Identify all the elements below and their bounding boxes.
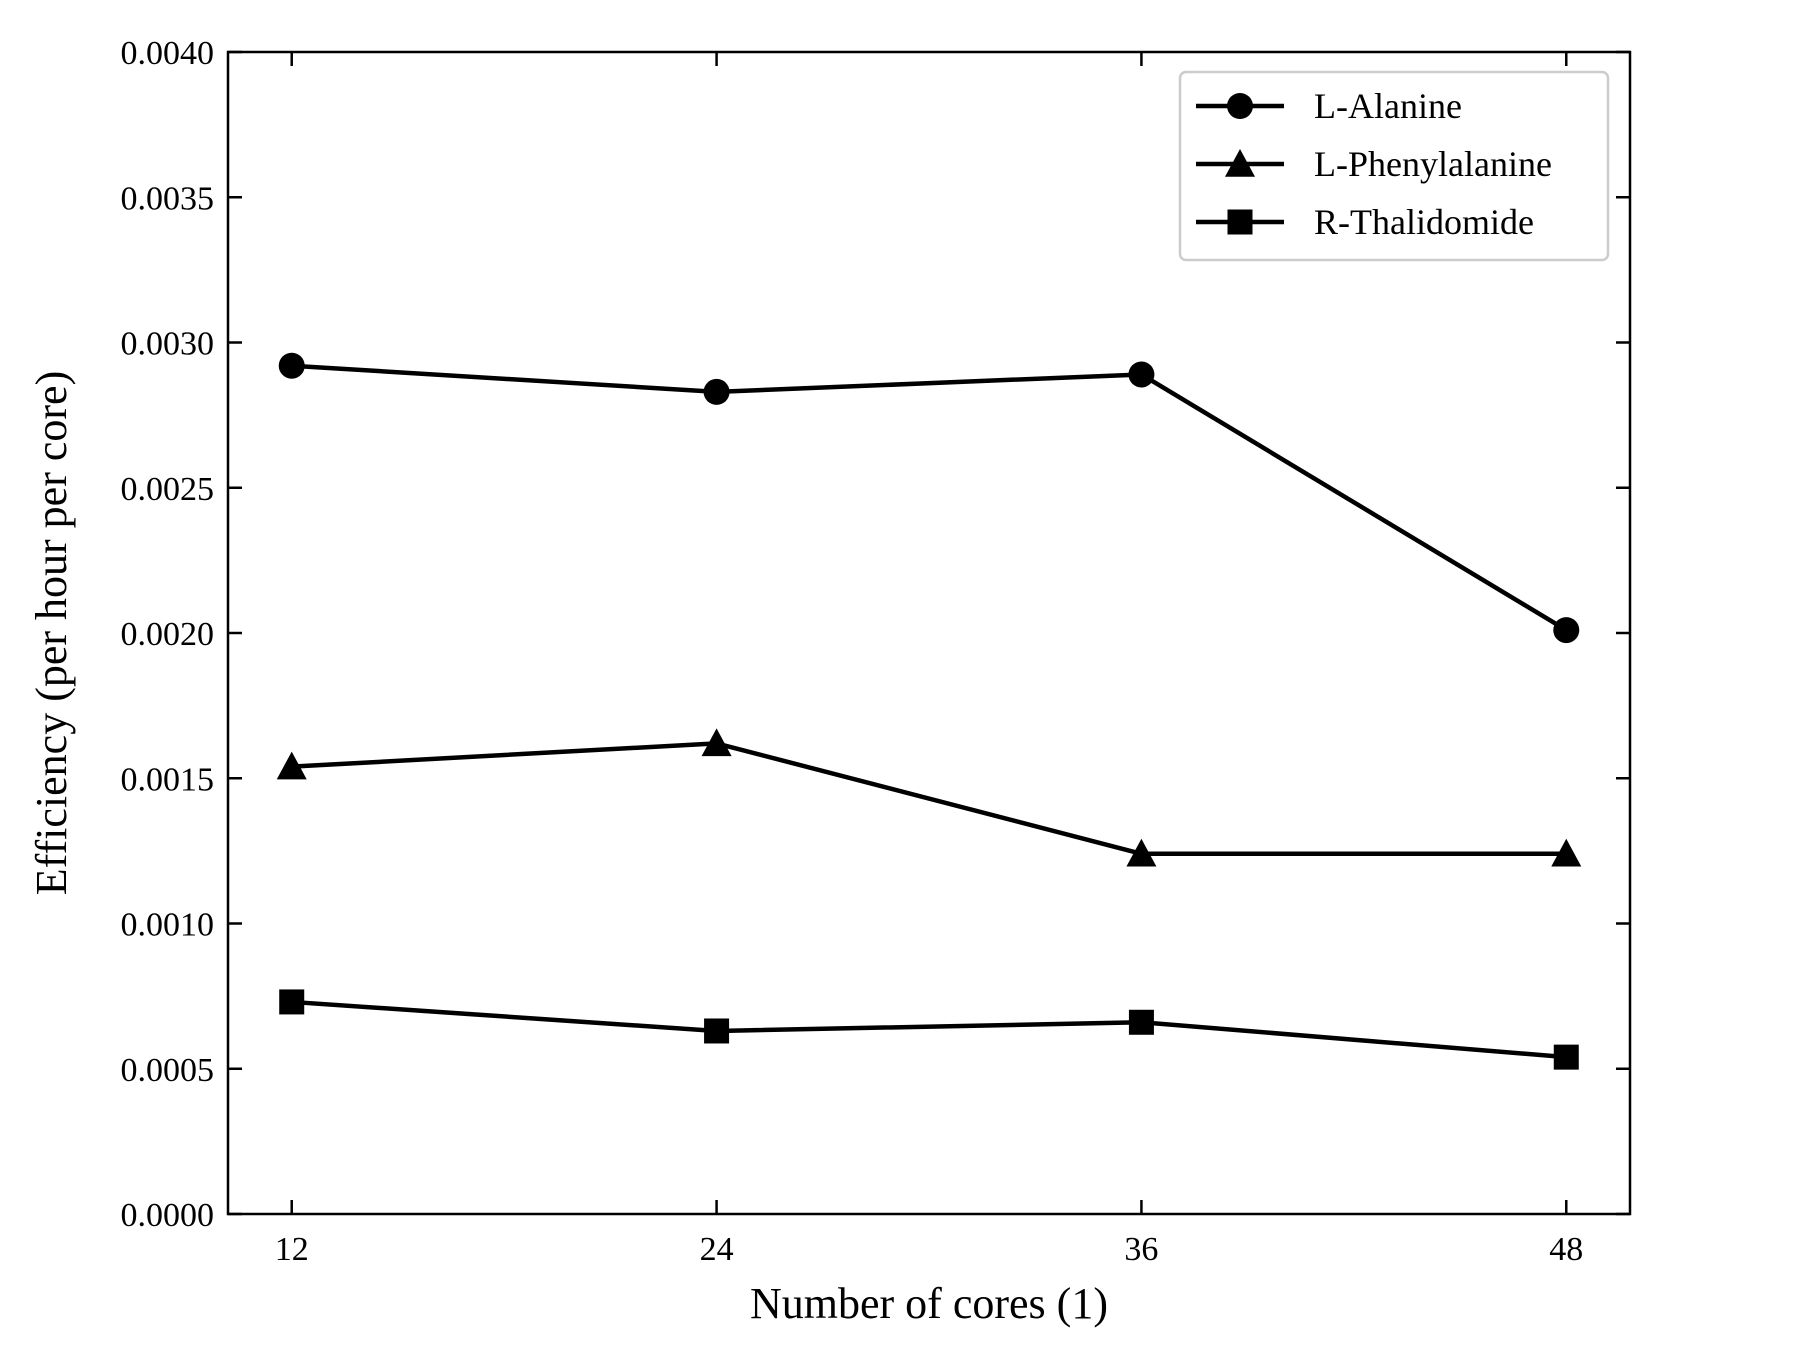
legend-marker xyxy=(1227,209,1253,235)
series-layer xyxy=(276,352,1582,1070)
data-point xyxy=(1128,1009,1154,1035)
data-point xyxy=(1553,617,1580,644)
legend-marker xyxy=(1227,93,1253,119)
series-line xyxy=(291,363,1568,633)
data-point xyxy=(1553,1044,1579,1070)
y-tick-label: 0.0025 xyxy=(121,471,215,508)
legend-label: L-Alanine xyxy=(1314,86,1462,126)
series-0 xyxy=(278,352,1580,644)
y-tick-label: 0.0040 xyxy=(121,35,215,72)
x-axis-title: Number of cores (1) xyxy=(750,1279,1108,1328)
y-tick-label: 0.0030 xyxy=(121,326,215,363)
data-point xyxy=(1551,838,1582,867)
y-tick-label: 0.0015 xyxy=(121,761,215,798)
legend: L-Alanine L-Phenylalanine R-Thalidomide xyxy=(1178,70,1610,262)
x-axis: 12 24 36 48 xyxy=(275,52,1583,1268)
legend-item: R-Thalidomide xyxy=(1196,202,1534,242)
x-tick-label: 12 xyxy=(275,1231,309,1268)
y-tick-label: 0.0035 xyxy=(121,180,215,217)
data-point xyxy=(279,989,305,1015)
data-point xyxy=(701,728,732,757)
data-point xyxy=(1128,361,1155,388)
data-point xyxy=(703,378,730,405)
legend-label: L-Phenylalanine xyxy=(1314,144,1552,184)
series-line xyxy=(291,741,1567,857)
y-tick-label: 0.0010 xyxy=(121,907,215,944)
data-point xyxy=(1126,838,1157,867)
y-tick-label: 0.0000 xyxy=(121,1197,215,1234)
legend-box xyxy=(1178,70,1610,262)
x-tick-label: 48 xyxy=(1549,1231,1583,1268)
data-point xyxy=(704,1018,730,1044)
x-tick-label: 24 xyxy=(700,1231,734,1268)
legend-label: R-Thalidomide xyxy=(1314,202,1534,242)
y-tick-label: 0.0020 xyxy=(121,616,215,653)
y-tick-label: 0.0005 xyxy=(121,1052,215,1089)
series-line xyxy=(291,999,1567,1060)
series-2 xyxy=(279,989,1579,1070)
data-point xyxy=(276,751,307,780)
x-tick-label: 36 xyxy=(1124,1231,1158,1268)
series-1 xyxy=(276,728,1582,867)
y-axis: 0.0000 0.0005 0.0010 0.0015 0.0020 0.0025 0.00… xyxy=(121,35,1630,1234)
data-point xyxy=(278,352,305,379)
legend-marker xyxy=(1225,149,1255,177)
legend-item: L-Phenylalanine xyxy=(1196,144,1552,184)
y-axis-title: Efficiency (per hour per core) xyxy=(27,371,76,895)
legend-item: L-Alanine xyxy=(1196,86,1462,126)
